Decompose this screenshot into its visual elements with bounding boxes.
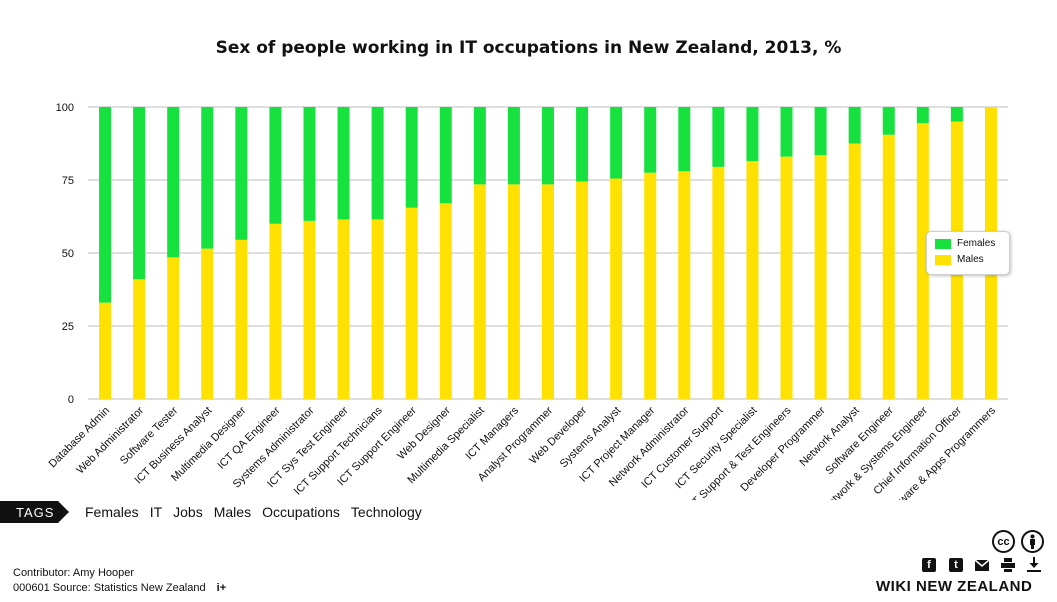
tag-link[interactable]: Technology (350, 504, 422, 520)
y-tick-label: 0 (68, 394, 74, 406)
tag-link[interactable]: Occupations (262, 504, 340, 520)
legend-label: Males (957, 254, 984, 265)
bar-males (916, 123, 929, 399)
y-tick-label: 25 (62, 321, 74, 333)
info-plus-button[interactable]: i+ (216, 582, 227, 594)
bar-males (848, 143, 861, 399)
bar-females (712, 107, 725, 167)
bar-females (814, 107, 827, 156)
y-tick-label: 100 (56, 102, 74, 114)
legend-item-females[interactable]: Females (935, 238, 995, 249)
download-icon[interactable] (1027, 557, 1041, 572)
bar-males (337, 219, 350, 399)
legend-swatch-females (935, 238, 951, 249)
bar-females (337, 107, 350, 220)
bar-females (507, 107, 520, 185)
bar-males (882, 134, 895, 400)
email-icon[interactable] (975, 560, 989, 571)
bar-females (916, 107, 929, 124)
bar-females (644, 107, 657, 173)
tag-link[interactable]: Females (85, 504, 139, 520)
bar-males (269, 223, 282, 399)
facebook-icon[interactable]: f (922, 558, 936, 572)
bar-females (439, 107, 452, 204)
tag-link[interactable]: Jobs (173, 504, 203, 520)
bar-males (303, 220, 316, 399)
bar-males (235, 239, 248, 399)
bar-males (746, 161, 759, 399)
bar-males (405, 207, 418, 399)
legend-label: Females (957, 238, 996, 249)
print-icon[interactable] (1001, 558, 1015, 572)
bar-females (99, 107, 112, 303)
bar-females (405, 107, 418, 208)
bar-males (99, 302, 112, 399)
bar-females (473, 107, 486, 185)
y-tick-label: 50 (62, 248, 74, 260)
bar-females (678, 107, 691, 172)
bar-males (542, 184, 554, 399)
bar-females (235, 107, 248, 240)
bar-females (848, 107, 861, 144)
bar-females (167, 107, 180, 258)
x-tick-label: ICT QA Engineer (215, 404, 282, 471)
bar-females (882, 107, 895, 135)
bar-males (507, 184, 520, 399)
bar-females (201, 107, 214, 249)
bar-females (542, 107, 554, 185)
bar-males (610, 178, 623, 399)
bar-males (780, 156, 793, 399)
bar-females (950, 107, 963, 122)
brand-logo: WIKI NEW ZEALAND (876, 578, 1033, 595)
bar-females (371, 107, 384, 220)
tag-link[interactable]: IT (149, 504, 163, 520)
source-text: 000601 Source: Statistics New Zealand (13, 582, 206, 594)
chart-title: Sex of people working in IT occupations … (215, 38, 842, 58)
attribution-icon[interactable] (1021, 530, 1044, 553)
bar-males (814, 155, 827, 399)
x-tick-label: Systems Analyst (558, 405, 624, 471)
bar-males (644, 172, 657, 399)
legend-item-males[interactable]: Males (935, 254, 984, 265)
twitter-icon[interactable]: t (949, 558, 963, 572)
bar-females (303, 107, 316, 221)
bar-males (201, 248, 214, 399)
legend: Females Males (926, 231, 1010, 275)
tags-list: Females IT Jobs Males Occupations Techno… (85, 504, 433, 520)
bar-females (780, 107, 793, 157)
tags-bar: TAGS Females IT Jobs Males Occupations T… (0, 501, 433, 523)
contributor-text: Contributor: Amy Hooper (13, 567, 135, 579)
bar-females (133, 107, 146, 280)
bar-males (133, 279, 146, 399)
bar-females (269, 107, 282, 224)
bar-males (371, 219, 384, 399)
tags-label: TAGS (0, 501, 69, 523)
bar-males (167, 257, 180, 399)
bar-males (576, 181, 589, 399)
footer-credits: Contributor: Amy Hooper 000601 Source: S… (13, 566, 226, 596)
x-tick-label: Database Admin (47, 405, 113, 471)
cc-icon[interactable]: cc (992, 530, 1015, 553)
bar-males (678, 171, 691, 399)
y-tick-label: 75 (62, 175, 74, 187)
bar-males (439, 203, 452, 399)
tag-link[interactable]: Males (213, 504, 252, 520)
legend-swatch-males (935, 254, 951, 265)
bar-females (746, 107, 759, 162)
bar-females (610, 107, 623, 179)
bar-males (712, 166, 725, 399)
x-tick-label: Network Analyst (798, 405, 862, 469)
bar-males (473, 184, 486, 399)
bar-females (576, 107, 589, 182)
